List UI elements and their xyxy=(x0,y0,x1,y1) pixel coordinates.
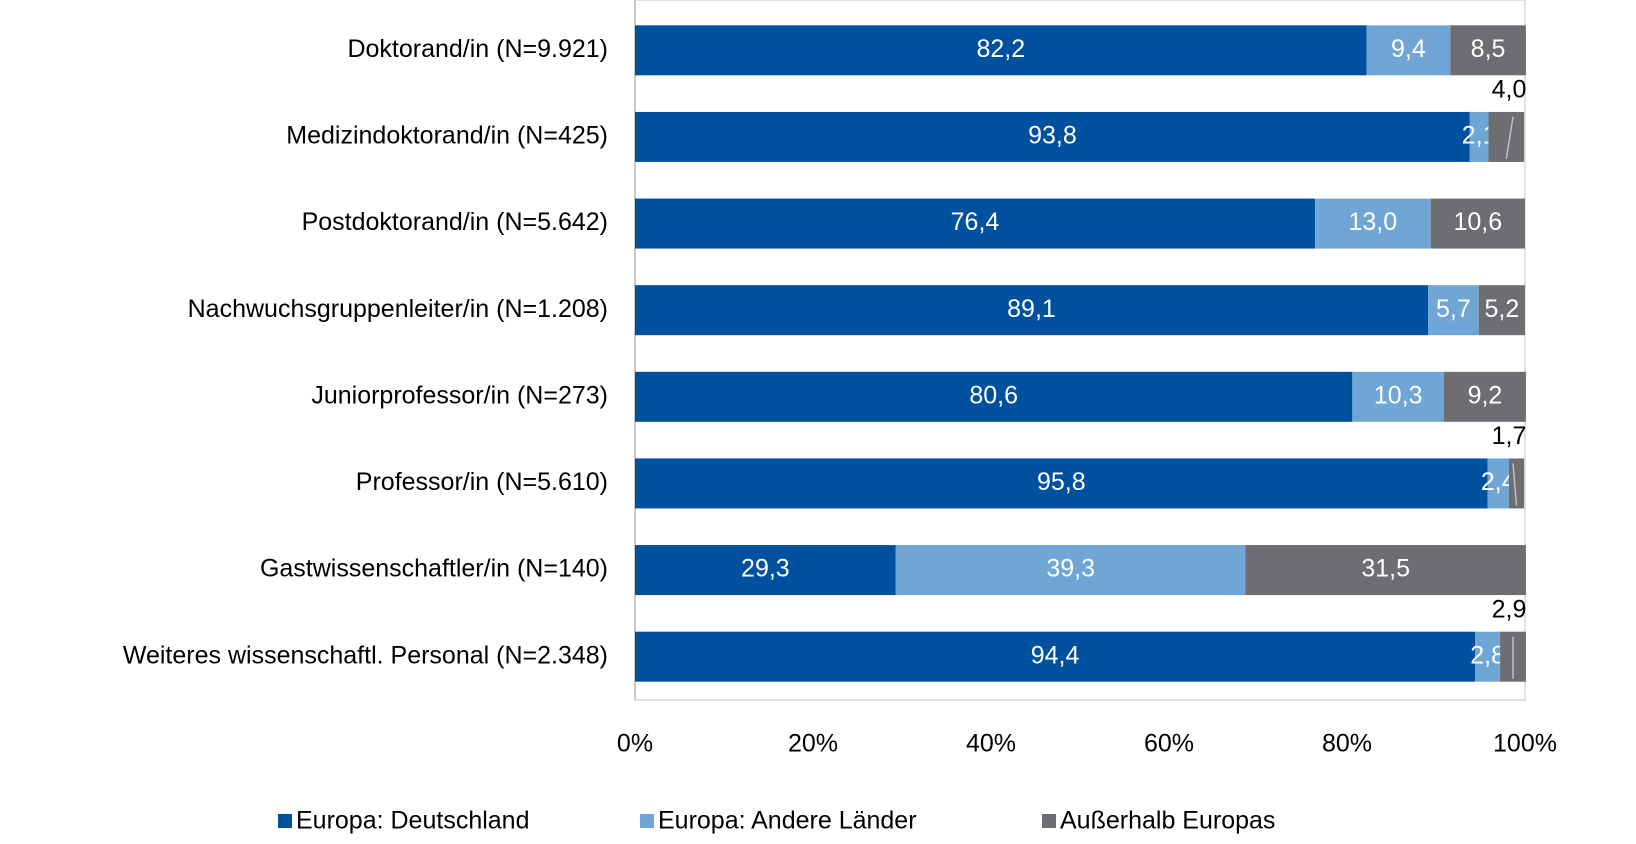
y-tick-label: Postdoktorand/in (N=5.642) xyxy=(302,208,608,236)
value-label: 9,2 xyxy=(1468,381,1503,409)
value-label: 9,4 xyxy=(1391,35,1426,63)
value-label: 29,3 xyxy=(741,555,790,583)
bar-segment xyxy=(1487,458,1509,509)
value-label: 13,0 xyxy=(1348,208,1397,236)
y-tick-label: Professor/in (N=5.610) xyxy=(356,468,608,496)
bar-segment xyxy=(1314,198,1431,249)
bar-segment xyxy=(1427,285,1479,336)
x-tick-label: 60% xyxy=(1144,730,1194,758)
y-tick-label: Nachwuchsgruppenleiter/in (N=1.208) xyxy=(188,295,608,323)
bar-segment xyxy=(1469,111,1489,162)
bar-segment xyxy=(635,545,896,596)
value-label: 5,7 xyxy=(1436,295,1471,323)
x-tick-label: 40% xyxy=(966,730,1016,758)
value-label: 2,8 xyxy=(1470,641,1505,669)
value-label: 94,4 xyxy=(1031,641,1080,669)
bar-segment xyxy=(1430,198,1525,249)
legend-swatch xyxy=(1042,814,1056,828)
legend-swatch xyxy=(278,814,292,828)
value-label: 89,1 xyxy=(1007,295,1056,323)
value-label: 76,4 xyxy=(951,208,1000,236)
value-label: 93,8 xyxy=(1028,122,1077,150)
bar-segment xyxy=(635,111,1470,162)
y-tick-label: Doktorand/in (N=9.921) xyxy=(347,35,608,63)
x-tick-label: 80% xyxy=(1322,730,1372,758)
bar-segment xyxy=(1366,25,1451,76)
value-label: 4,0 xyxy=(1492,76,1527,104)
value-label: 1,7 xyxy=(1492,422,1527,450)
value-label: 95,8 xyxy=(1037,468,1086,496)
bar-segment xyxy=(1352,371,1445,422)
bar-segment xyxy=(1478,285,1525,336)
bar-segment xyxy=(1444,371,1526,422)
bar-segment xyxy=(635,285,1428,336)
value-label: 39,3 xyxy=(1046,555,1095,583)
x-tick-label: 20% xyxy=(788,730,838,758)
legend-swatch xyxy=(640,814,654,828)
bar-segment xyxy=(1475,631,1501,682)
bar-segment xyxy=(635,25,1367,76)
x-tick-label: 0% xyxy=(617,730,653,758)
y-tick-label: Juniorprofessor/in (N=273) xyxy=(311,381,608,409)
legend-label: Außerhalb Europas xyxy=(1060,807,1275,835)
value-label: 31,5 xyxy=(1361,555,1410,583)
bar-segment xyxy=(1488,111,1525,162)
y-tick-label: Gastwissenschaftler/in (N=140) xyxy=(260,555,608,583)
bar-segment xyxy=(635,458,1488,509)
bar-segment xyxy=(895,545,1246,596)
bar-segment xyxy=(635,371,1353,422)
y-tick-label: Weiteres wissenschaftl. Personal (N=2.34… xyxy=(123,641,608,669)
x-tick-label: 100% xyxy=(1493,730,1557,758)
y-tick-label: Medizindoktorand/in (N=425) xyxy=(286,122,608,150)
leader-line xyxy=(1512,463,1518,506)
bar-segment xyxy=(635,198,1315,249)
bar-segment xyxy=(1245,545,1526,596)
bar-segment xyxy=(1508,458,1525,509)
leader-line xyxy=(1505,116,1514,160)
bar-segment xyxy=(635,631,1476,682)
value-label: 10,3 xyxy=(1374,381,1423,409)
value-label: 80,6 xyxy=(969,381,1018,409)
legend-label: Europa: Andere Länder xyxy=(658,807,917,835)
bar-segment xyxy=(1450,25,1526,76)
value-label: 10,6 xyxy=(1453,208,1502,236)
value-label: 5,2 xyxy=(1484,295,1519,323)
legend-label: Europa: Deutschland xyxy=(296,807,529,835)
value-label: 2,9 xyxy=(1492,595,1527,623)
value-label: 82,2 xyxy=(976,35,1025,63)
value-label: 8,5 xyxy=(1471,35,1506,63)
